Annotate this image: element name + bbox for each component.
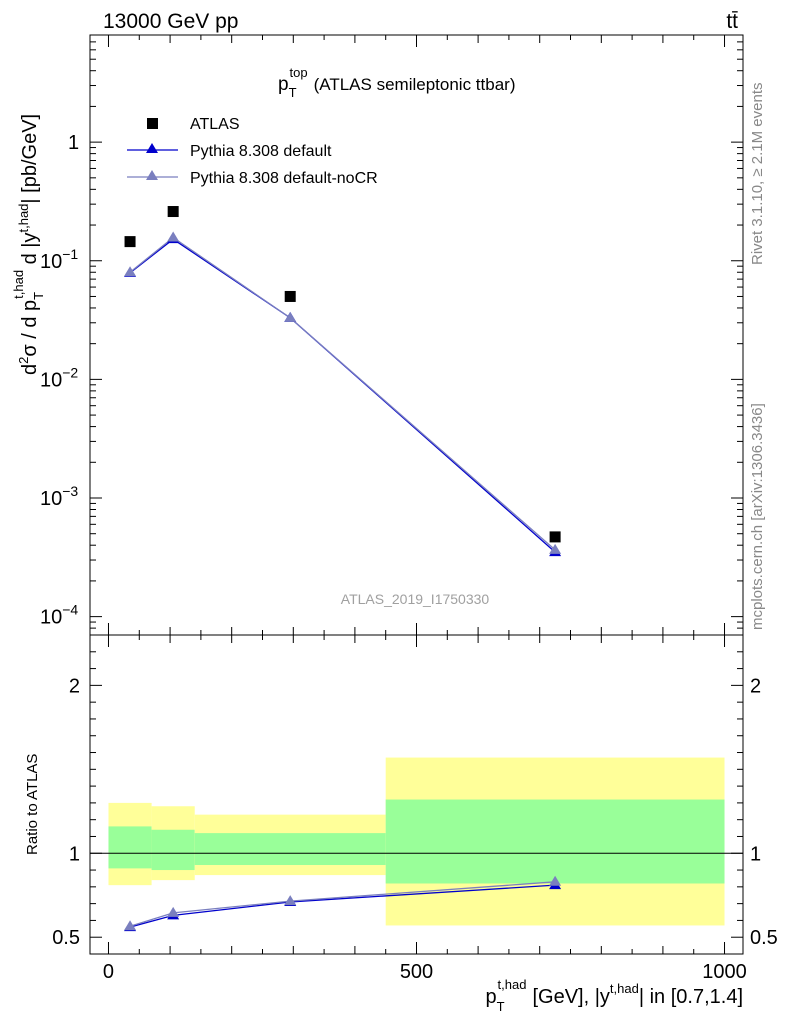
ratio-y-tick-label: 1: [69, 843, 80, 865]
uncertainty-band-stat: [385, 799, 725, 884]
main-ticks: [90, 34, 743, 636]
point-atlas: [167, 206, 179, 218]
main-plot-frame: [89, 34, 744, 636]
legend-item-pythia-default: Pythia 8.308 default: [127, 143, 332, 160]
ratio-y-tick-label-right: 2: [750, 675, 761, 697]
ratio-tick-labels: 0.5 0.5 1 1 2 2 0 500 1000: [52, 675, 778, 983]
ratio-point-pythia-8-308-default-nocr: [124, 920, 137, 931]
main-lines: [129, 236, 556, 553]
y-tick-label: 1: [68, 132, 79, 154]
ratio-lines: [129, 881, 556, 928]
ratio-y-tick-label: 2: [69, 675, 80, 697]
energy-label: 13000 GeV pp: [103, 10, 238, 33]
ratio-bands: [108, 757, 725, 926]
y-tick-label: 10−2: [40, 364, 78, 391]
line-pythia-8-308-default-nocr: [129, 236, 556, 551]
main-y-axis-label: d2σ / d pTt,had d |yt,had| [pb/GeV]: [11, 114, 46, 375]
point-atlas: [549, 531, 561, 543]
point-atlas: [124, 236, 136, 248]
legend: ATLAS Pythia 8.308 default Pythia 8.308 …: [127, 116, 378, 187]
legend-label-pythia-nocr: Pythia 8.308 default-noCR: [190, 170, 378, 187]
ratio-y-tick-label: 0.5: [52, 927, 80, 949]
point-pythia-8-308-default-nocr: [549, 543, 562, 554]
point-atlas: [284, 290, 296, 302]
x-tick-label: 1000: [702, 961, 747, 983]
y-tick-label: 10−4: [40, 602, 78, 629]
legend-label-atlas: ATLAS: [190, 116, 240, 133]
ratio-ticks: [90, 635, 743, 954]
process-label: tt̄: [726, 10, 738, 33]
point-pythia-8-308-default-nocr: [284, 311, 297, 322]
ratio-point-pythia-8-308-default-nocr: [284, 895, 297, 906]
main-tick-labels: 1 10−1 10−2 10−3 10−4: [40, 132, 79, 628]
x-axis-label: pTt,had[GeV], |yt,had| in [0.7,1.4]: [485, 977, 743, 1014]
line-pythia-8-308-default: [129, 238, 556, 553]
x-tick-label: 0: [103, 961, 114, 983]
y-tick-label: 10−3: [40, 483, 78, 510]
ratio-plot: 0.5 0.5 1 1 2 2 0 500 1000 Ratio to ATLAS pTt,ha…: [24, 634, 778, 1014]
plot-title-text: (ATLAS semileptonic ttbar): [314, 75, 516, 94]
x-tick-label: 500: [400, 961, 433, 983]
uncertainty-band-stat: [194, 833, 386, 866]
uncertainty-band-stat: [108, 826, 152, 869]
mcplots-label: mcplots.cern.ch [arXiv:1306.3436]: [749, 403, 766, 630]
legend-triangle-pythia-default: [146, 143, 158, 153]
ratio-y-tick-label-right: 0.5: [750, 927, 778, 949]
ratio-markers: [124, 875, 562, 932]
legend-label-pythia-default: Pythia 8.308 default: [190, 143, 332, 160]
ratio-line-pythia-8-308-default: [129, 884, 556, 928]
ratio-y-tick-label-right: 1: [750, 843, 761, 865]
main-markers: [124, 206, 562, 557]
legend-item-pythia-nocr: Pythia 8.308 default-noCR: [127, 170, 378, 187]
analysis-id: ATLAS_2019_I1750330: [341, 591, 490, 607]
legend-square-marker: [147, 118, 158, 129]
point-pythia-8-308-default-nocr: [167, 231, 180, 242]
y-tick-label: 10−1: [40, 246, 78, 273]
ratio-y-axis-label: Ratio to ATLAS: [24, 754, 41, 855]
main-plot: 1 10−1 10−2 10−3 10−4 pTtop (ATLAS semilepton…: [11, 34, 744, 636]
point-pythia-8-308-default-nocr: [124, 266, 137, 277]
plot-title-sub: T: [289, 85, 297, 100]
ratio-line-pythia-8-308-default-nocr: [129, 881, 556, 927]
legend-triangle-pythia-nocr: [146, 170, 158, 180]
ratio-point-pythia-8-308-default-nocr: [549, 875, 562, 886]
plot-title: pTtop (ATLAS semileptonic ttbar): [278, 65, 515, 100]
rivet-label: Rivet 3.1.10, ≥ 2.1M events: [749, 83, 766, 266]
uncertainty-band-stat: [151, 829, 195, 871]
plot-title-var: p: [278, 74, 289, 95]
plot-title-sup: top: [290, 65, 308, 80]
legend-item-atlas: ATLAS: [147, 116, 240, 133]
ratio-point-pythia-8-308-default-nocr: [167, 906, 180, 917]
